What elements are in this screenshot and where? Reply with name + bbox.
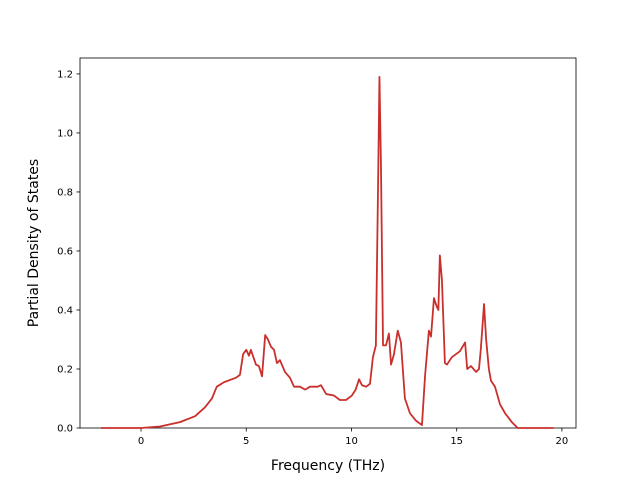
y-tick-label: 0.2: [57, 364, 73, 375]
x-tick-label: 0: [138, 436, 144, 447]
x-tick-label: 20: [556, 436, 569, 447]
x-tick-label: 15: [450, 436, 463, 447]
data-line: [101, 75, 554, 429]
x-tick-label: 5: [243, 436, 249, 447]
y-tick-label: 1.2: [57, 69, 73, 80]
y-tick-label: 0.6: [57, 246, 73, 257]
y-tick-label: 1.0: [57, 128, 73, 139]
x-axis-label: Frequency (THz): [271, 458, 385, 474]
plot-frame: [79, 57, 577, 429]
y-tick-label: 0.8: [57, 187, 73, 198]
x-tick-label: 10: [345, 436, 358, 447]
y-tick-label: 0.0: [57, 424, 73, 435]
y-tick-label: 0.4: [57, 305, 73, 316]
y-axis-label: Partial Density of States: [26, 159, 42, 327]
